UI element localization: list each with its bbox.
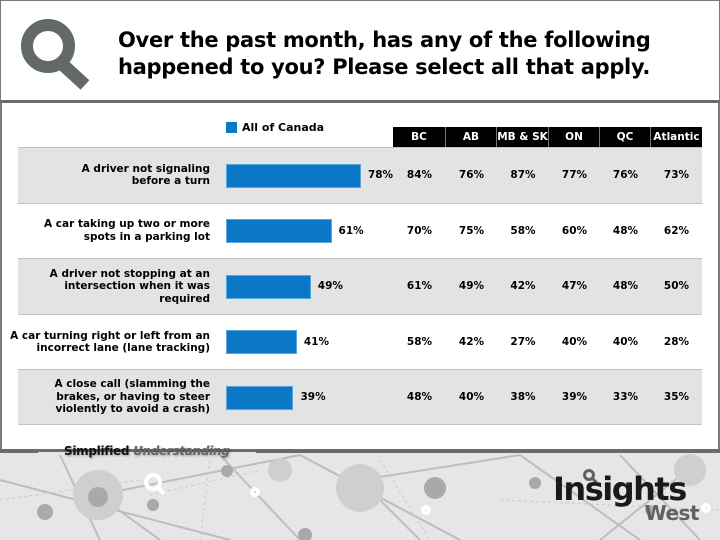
region-value-cell: 38% xyxy=(510,391,536,404)
table-row: A car turning right or left from an incor… xyxy=(10,313,702,370)
table-row: A driver not signaling before a turn 78% 84… xyxy=(18,147,702,203)
brand-name: Insights xyxy=(553,470,687,508)
bar-value-label: 39% xyxy=(300,391,326,404)
column-header-qc: QC xyxy=(600,127,651,147)
category-label-line: intersection when it was xyxy=(64,280,210,293)
category-label-line: brakes, or having to steer xyxy=(56,390,210,403)
region-value-cell: 35% xyxy=(663,391,690,404)
category-label-line: before a turn xyxy=(131,175,210,188)
region-value-cell: 73% xyxy=(663,169,690,182)
region-value-cell: 47% xyxy=(561,280,588,293)
region-value-cell: 76% xyxy=(458,169,485,182)
brand-magnifier-icon xyxy=(583,469,598,484)
region-value-cell: 27% xyxy=(510,336,536,349)
category-label-line: A driver not stopping at an xyxy=(49,267,210,280)
bar-value-label: 61% xyxy=(338,224,364,237)
region-value-cell: 58% xyxy=(406,336,433,349)
region-value-cell: 28% xyxy=(663,336,690,349)
category-label-line: A driver not signaling xyxy=(81,162,210,175)
brand-subname: West xyxy=(644,501,700,525)
page-title: Over the past month, has any of the foll… xyxy=(118,27,698,81)
footer-divider-right xyxy=(256,450,720,453)
table-row: A driver not stopping at an intersection … xyxy=(18,258,702,314)
tagline-part-1: Simplified xyxy=(64,444,130,458)
bar-value-label: 78% xyxy=(367,169,394,182)
region-value-cell: 76% xyxy=(612,169,639,182)
region-value-cell: 58% xyxy=(510,224,536,237)
table-row: A car taking up two or more spots in a pa… xyxy=(18,202,702,259)
category-label-line: A car turning right or left from an xyxy=(10,329,210,342)
region-value-cell: 77% xyxy=(561,169,588,182)
category-label: A car turning right or left from an incor… xyxy=(10,315,210,370)
category-label: A driver not stopping at an intersection … xyxy=(10,259,210,314)
chart-rows: A driver not signaling before a turn 78% 84… xyxy=(10,147,702,425)
chart-legend: All of Canada xyxy=(226,121,324,134)
column-header-atlantic: Atlantic xyxy=(651,127,702,147)
category-label: A car taking up two or more spots in a pa… xyxy=(10,204,210,259)
region-value-cell: 60% xyxy=(561,224,588,237)
bar xyxy=(226,274,311,299)
region-value-cell: 39% xyxy=(561,391,588,404)
region-value-cell: 48% xyxy=(406,391,433,404)
header-panel: Over the past month, has any of the foll… xyxy=(0,0,720,103)
region-value-cell: 48% xyxy=(612,280,639,293)
region-value-cell: 61% xyxy=(406,280,433,293)
category-label: A driver not signaling before a turn xyxy=(10,148,210,203)
column-header-mb-sk: MB & SK xyxy=(497,127,549,147)
brand-logo: Insights West xyxy=(553,471,713,531)
region-value-cell: 42% xyxy=(458,336,485,349)
region-value-cell: 62% xyxy=(663,224,690,237)
bar xyxy=(226,330,297,355)
bar xyxy=(226,385,294,410)
tagline: Simplified Understanding xyxy=(64,444,230,458)
category-label-line: required xyxy=(159,292,210,305)
bar xyxy=(226,163,361,188)
category-label-line: A car taking up two or more xyxy=(44,218,210,231)
title-line-2: happened to you? Please select all that … xyxy=(118,55,651,79)
table-row: A close call (slamming the brakes, or hav… xyxy=(18,369,702,425)
column-header-ab: AB xyxy=(446,127,497,147)
category-label-line: A close call (slamming the xyxy=(54,378,211,391)
legend-swatch xyxy=(226,122,237,133)
bar-value-label: 49% xyxy=(317,280,343,293)
category-label-line: spots in a parking lot xyxy=(83,230,210,243)
region-value-cell: 84% xyxy=(406,169,433,182)
magnifier-q-icon xyxy=(21,19,90,90)
legend-label: All of Canada xyxy=(242,121,325,134)
region-value-cell: 70% xyxy=(406,224,433,237)
bar-value-label: 41% xyxy=(303,336,330,349)
region-value-cell: 48% xyxy=(612,224,639,237)
category-label-line: violently to avoid a crash) xyxy=(55,403,210,416)
column-header-bc: BC xyxy=(393,127,446,147)
region-value-cell: 50% xyxy=(663,280,690,293)
region-value-cell: 49% xyxy=(458,280,485,293)
category-label-line: incorrect lane (lane tracking) xyxy=(36,342,210,355)
footer-divider-left xyxy=(0,450,38,453)
title-line-1: Over the past month, has any of the foll… xyxy=(118,28,651,52)
bar xyxy=(226,219,332,244)
column-header-on: ON xyxy=(549,127,600,147)
region-value-cell: 33% xyxy=(612,391,639,404)
region-value-cell: 42% xyxy=(510,280,536,293)
region-value-cell: 40% xyxy=(612,336,639,349)
region-column-header: BC AB MB & SK ON QC Atlantic xyxy=(393,127,702,147)
region-value-cell: 40% xyxy=(458,391,485,404)
region-value-cell: 75% xyxy=(458,224,485,237)
category-label: A close call (slamming the brakes, or hav… xyxy=(10,370,211,424)
region-value-cell: 40% xyxy=(561,336,588,349)
region-value-cell: 87% xyxy=(510,169,536,182)
tagline-part-2: Understanding xyxy=(133,444,230,458)
